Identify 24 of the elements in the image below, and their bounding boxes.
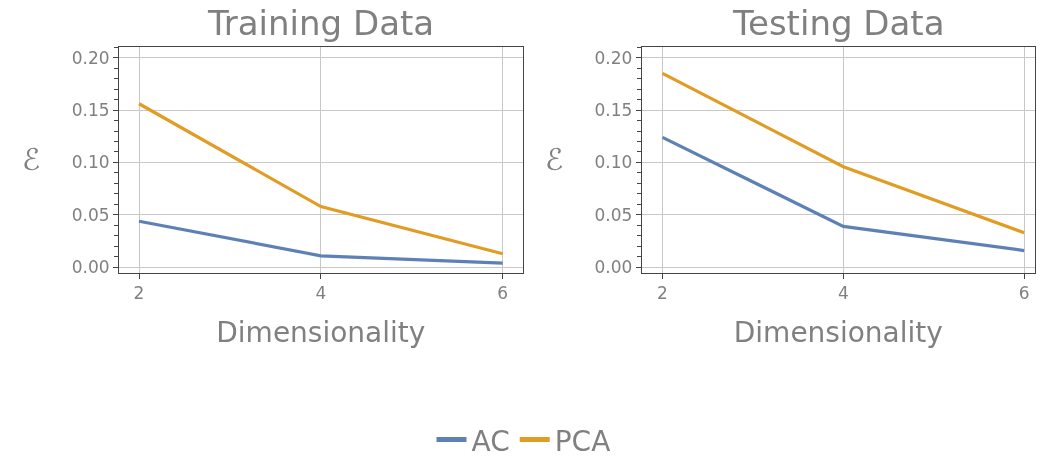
x-tick-label: 4 — [315, 282, 327, 303]
legend-label: PCA — [554, 424, 611, 458]
x-axis-title: Dimensionality — [216, 316, 426, 350]
y-tick-label: 0.05 — [71, 204, 110, 225]
y-tick-label: 0.20 — [594, 47, 633, 68]
chart-title: Training Data — [207, 3, 435, 43]
legend-label: AC — [471, 424, 510, 458]
x-tick-label: 6 — [497, 282, 509, 303]
x-tick-label: 2 — [133, 282, 145, 303]
y-tick-label: 0.10 — [594, 152, 633, 173]
y-tick-label: 0.15 — [594, 100, 633, 120]
x-tick-label: 4 — [837, 282, 849, 303]
y-axis-title: ℰ — [545, 142, 564, 177]
y-axis-title: ℰ — [22, 142, 41, 177]
x-tick-label: 6 — [1018, 282, 1030, 303]
y-tick-label: 0.15 — [71, 100, 110, 120]
y-tick-label: 0.00 — [71, 257, 110, 278]
x-tick-label: 2 — [657, 282, 668, 303]
y-tick-label: 0.10 — [71, 152, 110, 173]
chart-title: Testing Data — [732, 3, 945, 43]
y-tick-label: 0.00 — [594, 257, 633, 278]
x-axis-title: Dimensionality — [733, 316, 943, 350]
y-tick-label: 0.20 — [71, 47, 110, 68]
y-tick-label: 0.05 — [594, 204, 633, 225]
